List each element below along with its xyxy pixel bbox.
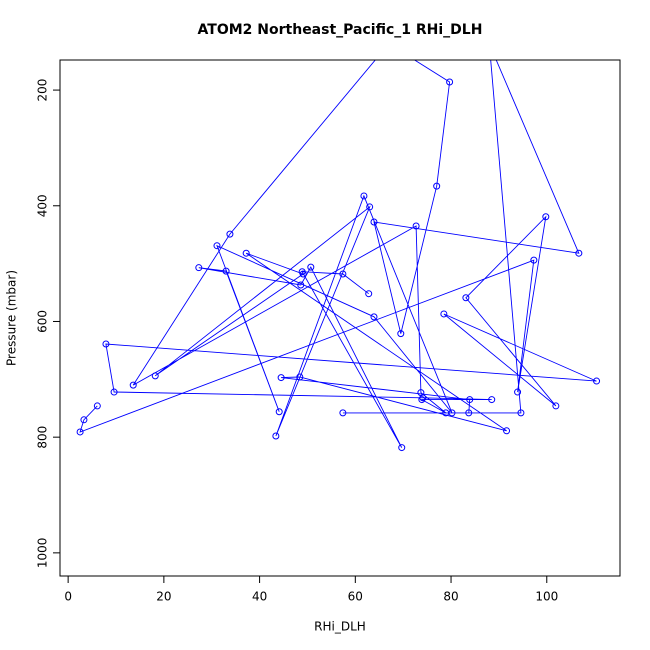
data-point (462, 294, 470, 302)
chart-title: ATOM2 Northeast_Pacific_1 RHi_DLH (198, 22, 483, 38)
y-tick-label: 600 (36, 310, 50, 333)
data-point (370, 218, 378, 226)
data-point (129, 381, 137, 389)
data-point (222, 267, 230, 275)
data-point (448, 409, 456, 417)
data-point (503, 427, 511, 435)
data-point (275, 408, 283, 416)
data-point (446, 78, 454, 86)
data-point (110, 388, 118, 396)
data-point (151, 372, 159, 380)
data-point (488, 396, 496, 404)
data-point (277, 374, 285, 382)
data-point (365, 290, 373, 298)
data-point (213, 242, 221, 250)
data-line (79, 60, 597, 448)
y-tick-label: 400 (36, 194, 50, 217)
x-tick-label: 100 (535, 590, 558, 604)
y-tick-label: 800 (36, 426, 50, 449)
y-axis-label: Pressure (mbar) (5, 270, 19, 366)
data-point (440, 310, 448, 318)
data-point (370, 313, 378, 321)
data-point (307, 263, 315, 271)
data-point (465, 409, 473, 417)
data-point (297, 281, 305, 289)
data-point (242, 249, 250, 257)
x-tick-label: 20 (156, 590, 171, 604)
data-point (542, 213, 550, 221)
data-point (575, 249, 583, 257)
data-point (417, 389, 425, 397)
data-point (397, 330, 405, 338)
y-tick-label: 1000 (36, 538, 50, 569)
data-point (298, 268, 306, 276)
data-point (418, 396, 426, 404)
data-point (433, 182, 441, 190)
data-point (514, 388, 522, 396)
x-tick-label: 80 (443, 590, 458, 604)
data-point (530, 256, 538, 264)
data-point (102, 340, 110, 348)
data-point (76, 428, 84, 436)
data-point (466, 396, 474, 404)
plot-area (76, 60, 601, 452)
x-axis-label: RHi_DLH (314, 620, 366, 634)
data-point (296, 373, 304, 381)
data-point (339, 409, 347, 417)
data-point (272, 432, 280, 440)
x-tick-label: 40 (252, 590, 267, 604)
data-point (552, 402, 560, 410)
data-point (593, 377, 601, 385)
y-tick-label: 200 (36, 79, 50, 102)
data-point (93, 402, 101, 410)
x-tick-label: 0 (64, 590, 72, 604)
data-point (226, 230, 234, 238)
data-point (195, 264, 203, 272)
data-point (80, 416, 88, 424)
data-point (517, 409, 525, 417)
data-point (412, 222, 420, 230)
x-tick-label: 60 (348, 590, 363, 604)
data-point (366, 203, 374, 211)
data-point (339, 270, 347, 278)
data-point (398, 444, 406, 452)
data-point (360, 192, 368, 200)
plot-frame (59, 59, 621, 577)
